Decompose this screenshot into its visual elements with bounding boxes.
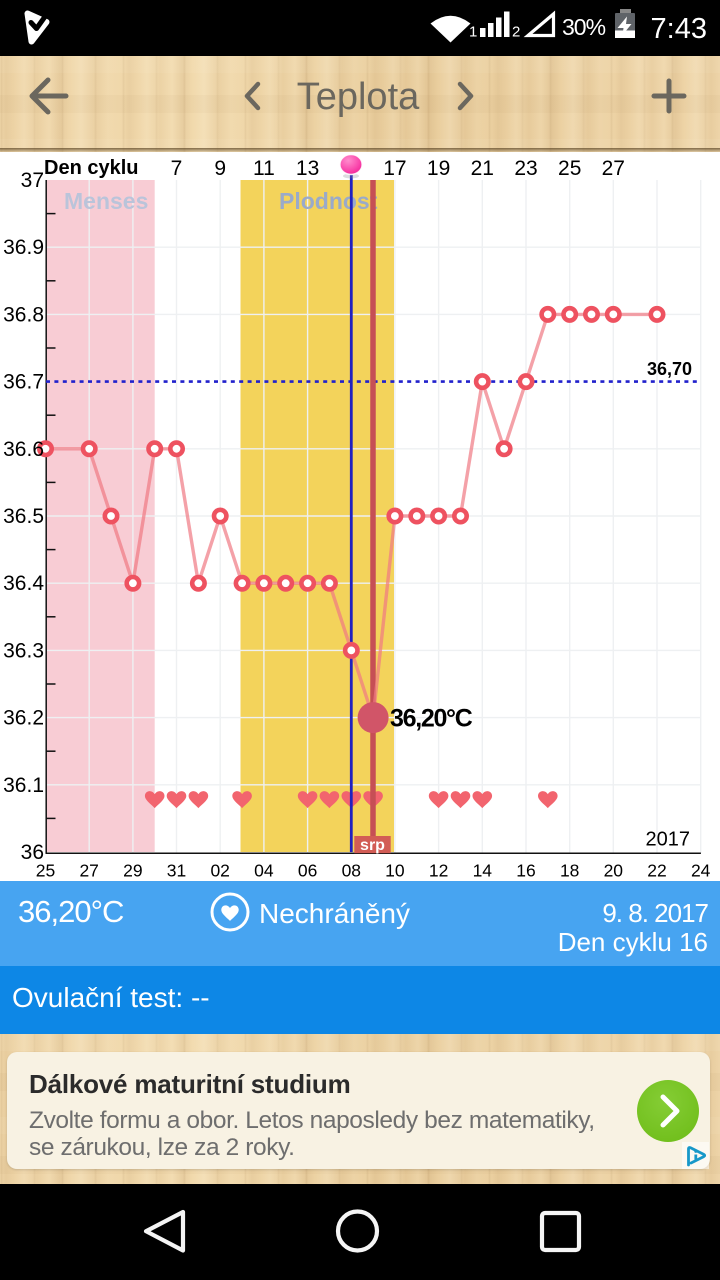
svg-text:36.3: 36.3 (3, 639, 44, 662)
svg-text:2017: 2017 (646, 829, 691, 851)
svg-text:36.8: 36.8 (3, 303, 44, 326)
svg-text:12: 12 (429, 861, 448, 881)
svg-text:19: 19 (427, 157, 450, 180)
svg-text:20: 20 (604, 861, 624, 881)
svg-text:31: 31 (167, 861, 186, 881)
svg-text:23: 23 (514, 157, 537, 180)
svg-text:36.5: 36.5 (3, 505, 44, 528)
svg-text:36,70: 36,70 (647, 359, 692, 379)
svg-text:29: 29 (123, 861, 142, 881)
svg-text:36.6: 36.6 (3, 438, 44, 461)
svg-text:04: 04 (254, 861, 274, 881)
svg-text:08: 08 (342, 861, 361, 881)
svg-text:25: 25 (36, 861, 55, 881)
svg-text:36,20°C: 36,20°C (390, 705, 473, 733)
svg-text:36.4: 36.4 (3, 572, 44, 595)
svg-text:2: 2 (512, 24, 520, 41)
svg-text:30%: 30% (562, 14, 606, 40)
svg-text:36.1: 36.1 (3, 774, 44, 797)
svg-text:37: 37 (21, 169, 44, 192)
svg-text:17: 17 (383, 157, 406, 180)
svg-text:36.2: 36.2 (3, 707, 44, 730)
svg-text:Plodnost: Plodnost (279, 188, 378, 214)
svg-text:27: 27 (602, 157, 625, 180)
svg-text:9: 9 (214, 157, 226, 180)
svg-text:36.7: 36.7 (3, 371, 44, 394)
svg-text:7:43: 7:43 (651, 13, 707, 45)
svg-text:10: 10 (385, 861, 405, 881)
svg-text:7: 7 (171, 157, 183, 180)
svg-text:21: 21 (471, 157, 494, 180)
svg-text:1: 1 (469, 24, 477, 41)
svg-text:36: 36 (21, 841, 44, 864)
svg-text:02: 02 (210, 861, 229, 881)
svg-text:Menses: Menses (64, 188, 148, 214)
svg-text:14: 14 (473, 861, 493, 881)
svg-text:27: 27 (79, 861, 98, 881)
svg-text:24: 24 (691, 861, 711, 881)
svg-text:22: 22 (647, 861, 666, 881)
svg-text:11: 11 (253, 157, 275, 180)
svg-text:25: 25 (558, 157, 581, 180)
svg-text:Teplota: Teplota (297, 76, 420, 118)
svg-text:18: 18 (560, 861, 579, 881)
svg-text:06: 06 (298, 861, 317, 881)
svg-text:13: 13 (296, 157, 319, 180)
svg-text:16: 16 (516, 861, 535, 881)
svg-text:36.9: 36.9 (3, 236, 44, 259)
svg-text:Den cyklu: Den cyklu (44, 157, 138, 179)
svg-text:srp: srp (360, 837, 385, 854)
